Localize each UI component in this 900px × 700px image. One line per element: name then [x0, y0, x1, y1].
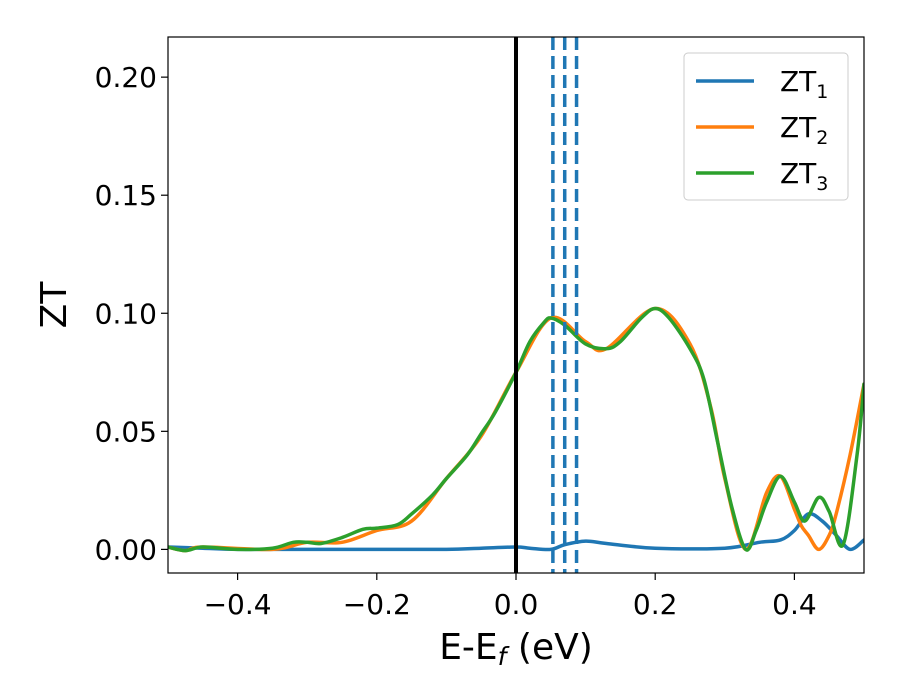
x-axis-label: E-Ef (eV) [439, 627, 593, 671]
y-tick-label: 0.15 [95, 179, 157, 212]
legend-box [683, 52, 849, 201]
x-axis-label-main: E-E [439, 627, 497, 668]
plot-area [168, 37, 864, 573]
legend: ZT1 ZT2 ZT3 [683, 52, 849, 201]
y-tick-label: 0.00 [95, 533, 157, 566]
legend-label-zt2: ZT2 [780, 111, 828, 149]
legend-label-zt3: ZT3 [780, 157, 828, 195]
y-axis-label: ZT [34, 281, 75, 329]
x-tick-label: −0.2 [343, 588, 411, 621]
y-tick-label: 0.05 [95, 415, 157, 448]
series-line-zt3 [168, 306, 864, 553]
x-tick-label: 0.2 [633, 588, 678, 621]
y-tick-label: 0.20 [95, 61, 157, 94]
x-tick-label: 0.0 [494, 588, 539, 621]
x-tick-label: −0.4 [204, 588, 272, 621]
x-axis-label-unit: (eV) [506, 627, 592, 668]
axes: −0.4 −0.2 0.0 0.2 0.4 0.00 0.05 0.10 0.15 0.20 [95, 61, 817, 621]
legend-label-zt1: ZT1 [780, 65, 828, 103]
x-tick-label: 0.4 [772, 588, 817, 621]
y-tick-label: 0.10 [95, 297, 157, 330]
